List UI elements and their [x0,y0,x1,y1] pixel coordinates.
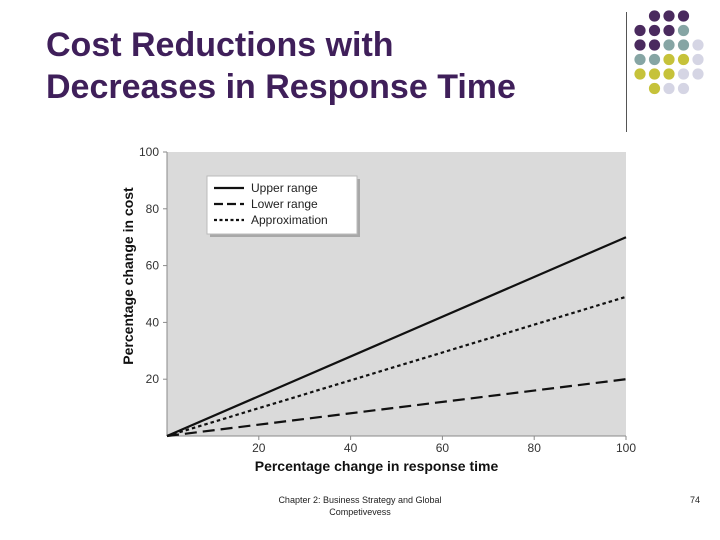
decorative-dot [648,39,661,51]
y-axis-label: Percentage change in cost [120,187,136,365]
decorative-dot [634,39,646,51]
decorative-dot [677,39,690,51]
decorative-dot [663,10,675,22]
decorative-dot [663,24,675,37]
y-tick-label: 20 [146,372,160,386]
x-tick-label: 60 [436,441,450,455]
decorative-dot [677,10,690,22]
decorative-dot [663,53,675,66]
x-tick-label: 20 [252,441,266,455]
decorative-dot [648,82,661,95]
decorative-dot [677,24,690,37]
footer-line-1: Chapter 2: Business Strategy and Global [278,495,442,505]
x-axis-label: Percentage change in response time [255,458,499,474]
x-tick-label: 40 [344,441,358,455]
page-number: 74 [689,495,700,505]
decorative-dot [677,68,690,80]
decorative-dot [648,68,661,80]
decorative-dot [634,24,646,37]
decorative-dot [648,10,661,22]
decorative-dot [648,24,661,37]
y-tick-label: 60 [146,259,160,273]
footer-line-2: Competivevess [329,507,391,517]
decorative-dot [677,53,690,66]
x-tick-label: 100 [616,441,636,455]
decorative-dot [663,82,675,95]
decorative-dot [692,39,704,51]
legend-label: Lower range [251,197,318,211]
slide-title-line-1: Cost Reductions with [46,26,394,64]
decorative-divider [626,12,627,132]
series-layer [166,236,627,438]
series-line-upper-range [166,236,627,438]
chart-legend: Upper range Lower range Approximation [206,175,360,237]
series-line-lower-range [166,378,627,438]
decorative-dot [634,68,646,80]
decorative-dot [663,39,675,51]
decorative-dot [663,68,675,80]
y-tick-label: 40 [146,315,160,329]
footer-chapter-text: Chapter 2: Business Strategy and Global … [240,494,480,518]
series-line-approximation [166,295,627,438]
x-tick-label: 80 [528,441,542,455]
decorative-dot [692,68,704,80]
decorative-dot [692,53,704,66]
slide-title: Cost Reductions with Decreases in Respon… [46,24,616,108]
decorative-dot [634,53,646,66]
legend-label: Upper range [251,181,318,195]
legend-label: Approximation [251,213,328,227]
decorative-dot [677,82,690,95]
slide-title-line-2: Decreases in Response Time [46,68,516,106]
y-tick-label: 80 [146,202,160,216]
legend-entries: Upper range Lower range Approximation [214,181,328,227]
decorative-dot [648,53,661,66]
y-tick-label: 100 [139,145,159,159]
tick-layer: 20 40 60 80 100 20 40 60 80 100 [139,145,636,455]
